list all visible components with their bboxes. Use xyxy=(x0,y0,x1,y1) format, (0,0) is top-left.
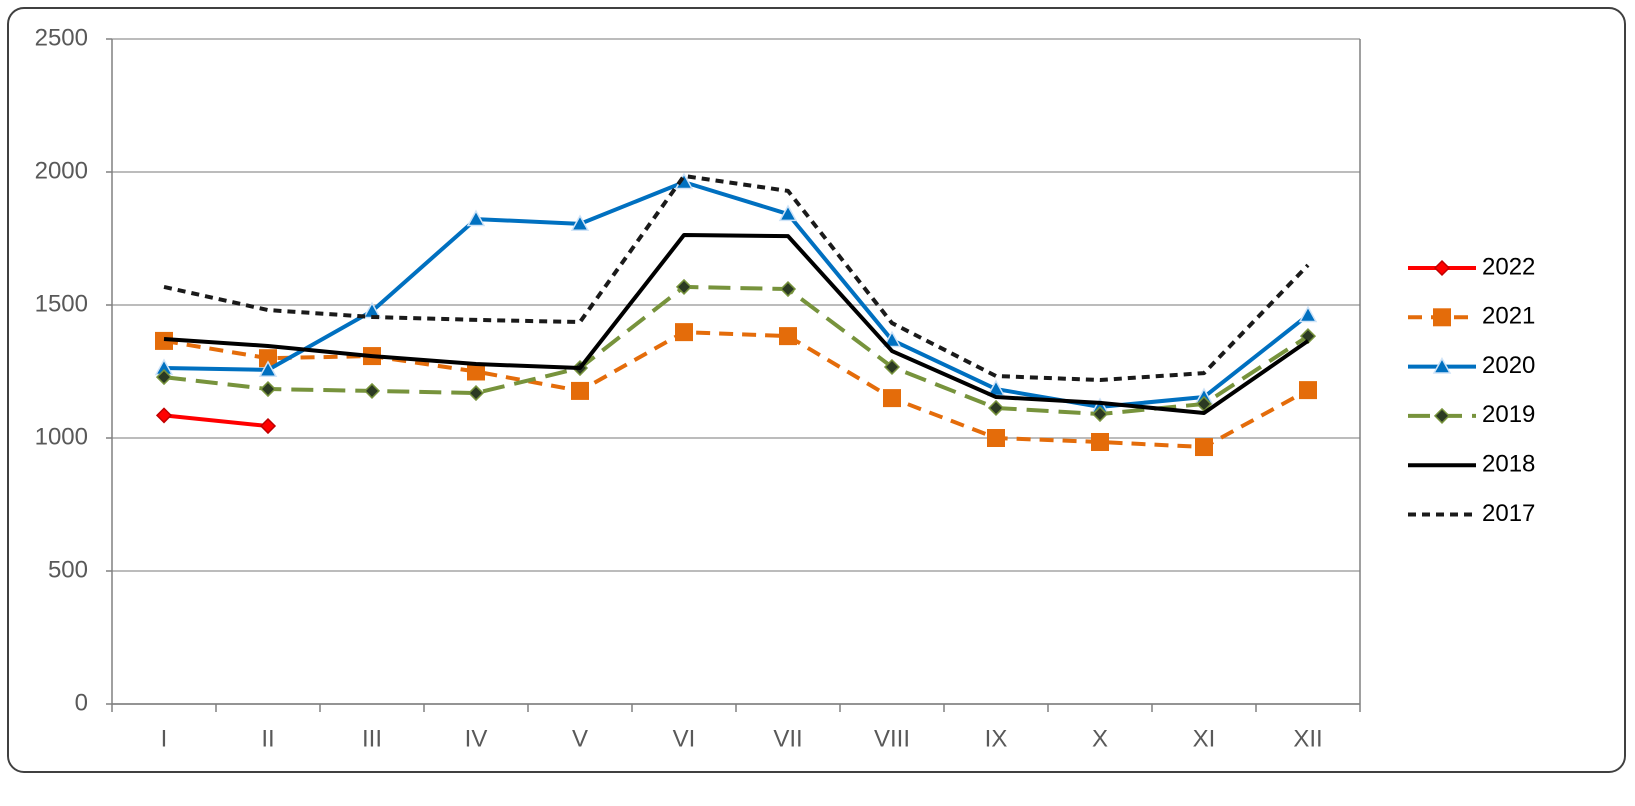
x-tick-label: XII xyxy=(1293,725,1322,752)
y-tick-label: 1500 xyxy=(35,290,88,317)
x-tick-label: VIII xyxy=(874,725,910,752)
marker xyxy=(363,382,381,399)
legend-marker xyxy=(1433,308,1451,327)
marker xyxy=(1298,305,1318,323)
legend-text: 2021 xyxy=(1482,303,1535,330)
y-tick-label: 2500 xyxy=(35,24,88,51)
marker xyxy=(883,389,901,408)
legend-marker xyxy=(1432,357,1452,374)
legend-text: 2020 xyxy=(1482,352,1535,379)
x-tick-label: XI xyxy=(1193,725,1216,752)
x-tick-label: X xyxy=(1092,725,1108,752)
marker xyxy=(1091,432,1109,451)
marker xyxy=(571,381,589,400)
x-tick-label: IV xyxy=(465,725,488,752)
legend-marker xyxy=(1433,407,1451,424)
chart-border xyxy=(7,7,1626,773)
marker xyxy=(1195,438,1213,457)
marker xyxy=(155,407,173,424)
marker xyxy=(675,323,693,342)
x-tick-label: V xyxy=(572,725,588,752)
marker xyxy=(155,369,173,386)
y-tick-label: 500 xyxy=(48,556,88,583)
marker xyxy=(259,349,277,368)
series-line xyxy=(163,233,1310,415)
marker xyxy=(779,327,797,346)
y-tick-label: 1000 xyxy=(35,423,88,450)
x-tick-label: IX xyxy=(985,725,1008,752)
x-tick-label: II xyxy=(261,725,274,752)
series-line xyxy=(163,413,269,429)
marker xyxy=(883,358,901,376)
marker xyxy=(779,280,797,298)
marker xyxy=(258,360,278,378)
marker xyxy=(675,278,693,295)
legend-text: 2022 xyxy=(1482,253,1535,280)
marker xyxy=(1091,405,1109,423)
legend-text: 2019 xyxy=(1482,401,1535,428)
series-line xyxy=(163,330,1309,450)
legend-marker xyxy=(1433,259,1451,277)
marker xyxy=(778,204,798,222)
x-tick-label: VI xyxy=(673,725,696,752)
marker xyxy=(882,330,902,348)
x-tick-label: III xyxy=(362,725,382,752)
marker xyxy=(1299,381,1317,400)
marker xyxy=(466,209,486,227)
marker xyxy=(259,417,277,435)
x-tick-label: I xyxy=(161,725,168,752)
legend-text: 2018 xyxy=(1482,451,1535,478)
marker xyxy=(570,214,590,232)
marker xyxy=(467,362,485,381)
marker xyxy=(987,399,1005,417)
y-tick-label: 0 xyxy=(75,689,88,716)
marker xyxy=(467,384,485,402)
marker xyxy=(259,380,277,398)
y-tick-label: 2000 xyxy=(35,157,88,184)
marker xyxy=(987,429,1005,447)
series-line xyxy=(163,173,1310,383)
x-tick-label: VII xyxy=(773,725,802,752)
legend-text: 2017 xyxy=(1482,500,1535,527)
